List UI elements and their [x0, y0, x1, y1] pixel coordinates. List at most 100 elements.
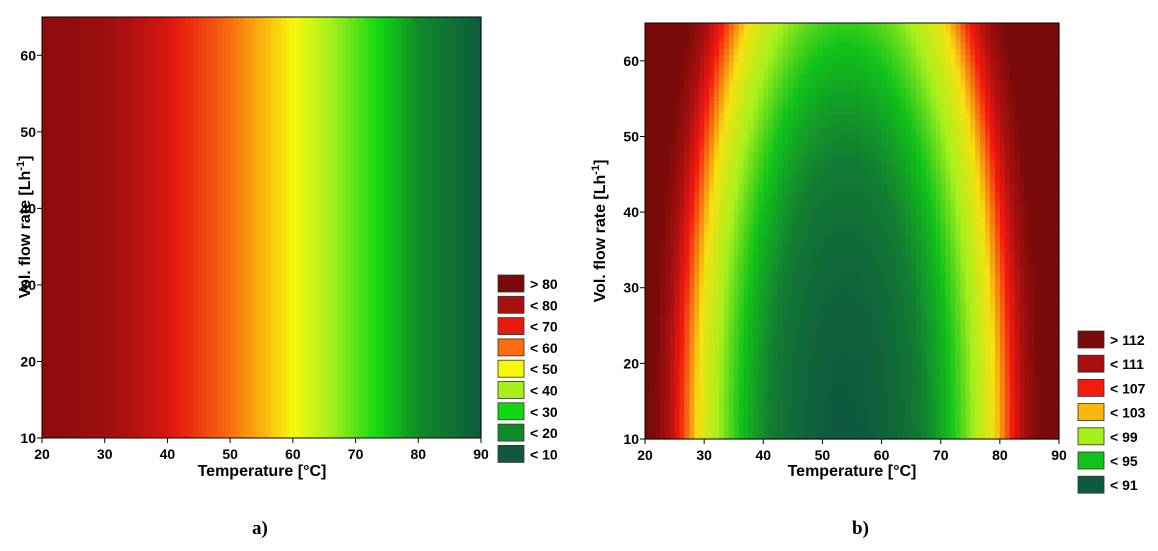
contour-cell [723, 250, 730, 258]
contour-cell [1054, 42, 1060, 50]
contour-cell [792, 250, 799, 258]
contour-cell [886, 192, 893, 200]
contour-cell [1049, 49, 1055, 57]
contour-cell [1009, 192, 1016, 200]
contour-cell [1024, 49, 1031, 57]
contour-cell [654, 159, 661, 167]
contour-cell [891, 328, 897, 336]
contour-cell [930, 114, 937, 122]
contour-cell [906, 120, 912, 128]
contour-cell [994, 172, 1001, 180]
contour-cell [916, 302, 922, 310]
contour-cell [743, 361, 750, 369]
contour-cell [940, 348, 947, 356]
contour-cell [783, 341, 789, 349]
contour-cell [669, 302, 676, 310]
contour-cell [827, 36, 833, 44]
contour-cell [886, 341, 893, 349]
contour-cell [768, 224, 774, 232]
contour-cell [714, 205, 720, 213]
contour-cell [1049, 94, 1055, 102]
contour-cell [758, 120, 764, 128]
a-legend-label-0: > 80 [530, 276, 558, 292]
contour-cell [718, 127, 725, 135]
contour-cell [709, 348, 715, 356]
contour-cell [649, 341, 656, 349]
contour-cell [758, 23, 764, 31]
contour-cell [748, 328, 755, 336]
contour-cell [753, 283, 759, 291]
contour-cell [876, 348, 883, 356]
contour-cell [960, 218, 966, 226]
contour-cell [778, 68, 784, 76]
contour-cell [955, 179, 962, 187]
contour-cell [1039, 101, 1045, 109]
contour-cell [1054, 374, 1060, 382]
contour-cell [645, 224, 651, 232]
contour-cell [911, 153, 917, 161]
contour-cell [980, 29, 986, 37]
contour-cell [871, 81, 878, 89]
contour-cell [709, 75, 715, 83]
contour-cell [911, 107, 917, 115]
contour-cell [921, 198, 927, 206]
contour-cell [827, 133, 833, 141]
contour-cell [807, 244, 814, 252]
contour-cell [684, 380, 690, 388]
contour-cell [906, 354, 912, 362]
contour-cell [940, 42, 947, 50]
contour-cell [704, 218, 710, 226]
contour-cell [714, 192, 720, 200]
contour-cell [689, 23, 695, 31]
contour-cell [970, 205, 976, 213]
contour-cell [886, 146, 893, 154]
contour-cell [748, 88, 755, 96]
contour-cell [699, 374, 705, 382]
contour-cell [896, 140, 902, 148]
contour-cell [906, 133, 912, 141]
contour-cell [930, 140, 937, 148]
contour-cell [797, 94, 804, 102]
contour-cell [950, 114, 957, 122]
contour-cell [990, 231, 996, 239]
contour-cell [1039, 387, 1045, 395]
contour-band [329, 17, 334, 438]
contour-cell [773, 322, 779, 330]
contour-cell [886, 36, 893, 44]
contour-cell [733, 29, 740, 37]
contour-cell [812, 159, 819, 167]
contour-cell [753, 302, 759, 310]
contour-cell [852, 42, 858, 50]
contour-cell [817, 218, 824, 226]
contour-cell [738, 322, 745, 330]
contour-cell [921, 322, 927, 330]
contour-cell [871, 88, 878, 96]
contour-band [261, 17, 267, 438]
contour-cell [773, 328, 779, 336]
contour-cell [817, 127, 824, 135]
contour-cell [723, 88, 730, 96]
contour-cell [994, 140, 1001, 148]
contour-cell [832, 166, 838, 174]
contour-cell [728, 159, 735, 167]
contour-band [457, 17, 462, 438]
contour-cell [645, 205, 651, 213]
contour-cell [792, 244, 799, 252]
contour-cell [758, 36, 764, 44]
contour-cell [807, 218, 814, 226]
contour-cell [945, 231, 952, 239]
contour-cell [886, 172, 893, 180]
contour-cell [783, 179, 789, 187]
contour-cell [975, 276, 981, 284]
contour-cell [797, 224, 804, 232]
contour-cell [758, 94, 764, 102]
contour-cell [906, 289, 912, 297]
contour-cell [930, 211, 937, 219]
contour-cell [689, 367, 695, 375]
contour-cell [985, 237, 991, 245]
contour-cell [906, 198, 912, 206]
contour-cell [679, 146, 686, 154]
contour-cell [852, 341, 858, 349]
contour-cell [1044, 120, 1050, 128]
contour-cell [733, 127, 740, 135]
